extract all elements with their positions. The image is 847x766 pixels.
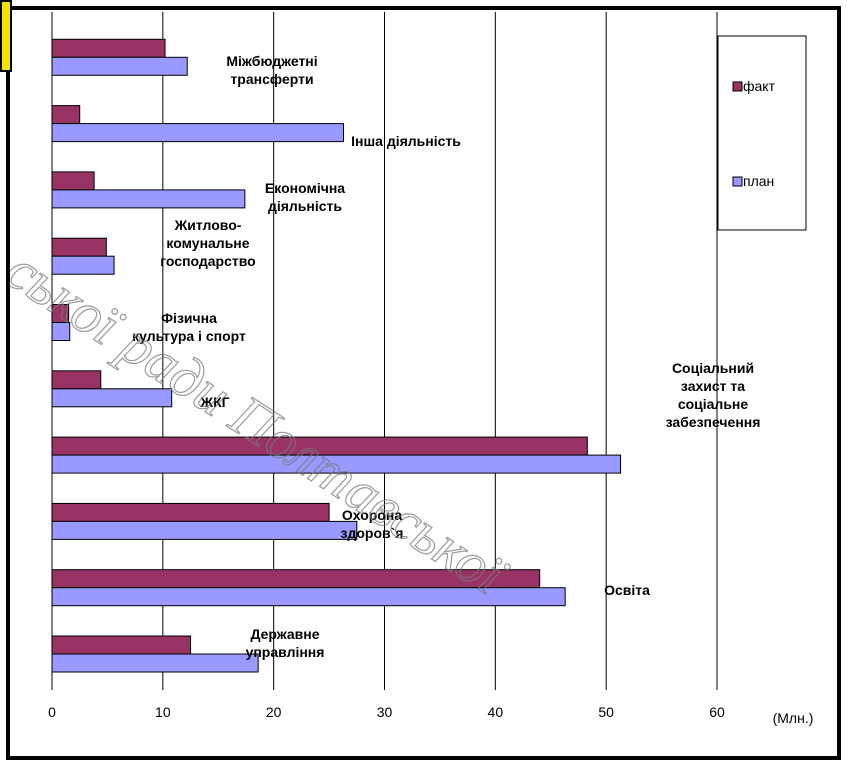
corner-badge bbox=[0, 0, 12, 72]
category-label: ЖКГ bbox=[199, 394, 229, 410]
bar-план-8 bbox=[51, 123, 344, 143]
watermark: ської ради Полтавської bbox=[0, 236, 520, 609]
legend-box bbox=[717, 35, 807, 231]
x-tick-label: 10 bbox=[155, 704, 171, 720]
category-label: Освіта bbox=[604, 582, 650, 598]
category-label: Житлово- bbox=[174, 217, 242, 233]
category-label: соціальне bbox=[678, 396, 749, 412]
category-label: Економічна bbox=[265, 180, 345, 196]
legend-swatch-план bbox=[732, 176, 743, 187]
x-tick-label: 30 bbox=[377, 704, 393, 720]
category-label: здоров`я bbox=[341, 525, 404, 541]
bar-chart: Державне управління Освіта Охорона здоров`я С… bbox=[0, 12, 813, 726]
category-labels: Державне управління Освіта Охорона здоров`я С… bbox=[132, 53, 760, 660]
bar-план-4 bbox=[51, 388, 173, 408]
category-label: забезпечення bbox=[666, 414, 761, 430]
bar-факт-7 bbox=[51, 171, 95, 191]
bar-план-5 bbox=[51, 322, 71, 341]
category-label: Фізична bbox=[161, 310, 217, 326]
bar-план-0 bbox=[51, 653, 259, 673]
x-axis: 0 10 20 30 40 50 60 (Млн.) bbox=[48, 704, 813, 726]
category-label: діяльність bbox=[268, 198, 342, 214]
legend-swatch-факт bbox=[732, 81, 743, 92]
bar-факт-9 bbox=[51, 38, 166, 58]
category-label: комунальне bbox=[166, 235, 249, 251]
x-tick-label: 0 bbox=[48, 704, 56, 720]
chart-frame: Державне управління Освіта Охорона здоров`я С… bbox=[0, 6, 841, 760]
bar-план-2 bbox=[51, 520, 358, 540]
x-tick-label: 40 bbox=[488, 704, 504, 720]
bar-факт-6 bbox=[51, 237, 107, 257]
bars bbox=[51, 38, 622, 673]
category-label: Державне bbox=[250, 626, 319, 642]
bar-план-9 bbox=[51, 56, 188, 76]
x-tick-label: 60 bbox=[709, 704, 725, 720]
x-tick-label: 20 bbox=[266, 704, 282, 720]
category-label: культура і спорт bbox=[132, 328, 246, 344]
category-label: управління bbox=[246, 644, 325, 660]
bar-план-6 bbox=[51, 255, 115, 275]
bar-факт-8 bbox=[51, 105, 81, 125]
category-label: Інша діяльність bbox=[351, 133, 461, 149]
bar-факт-0 bbox=[51, 635, 192, 655]
bar-план-7 bbox=[51, 189, 246, 209]
legend-label-факт: факт bbox=[743, 78, 776, 94]
x-unit-label: (Млн.) bbox=[773, 710, 814, 726]
category-label: захист та bbox=[681, 378, 745, 394]
bar-факт-4 bbox=[51, 370, 102, 390]
category-label: трансферти bbox=[230, 71, 313, 87]
category-label: Міжбюджетні bbox=[226, 53, 317, 69]
category-label: Охорона bbox=[342, 507, 402, 523]
bar-план-1 bbox=[51, 587, 566, 607]
category-label: Соціальний bbox=[672, 360, 754, 376]
watermark-text: ської ради Полтавської bbox=[10, 236, 520, 608]
category-label: господарство bbox=[160, 253, 255, 269]
bar-план-3 bbox=[51, 454, 622, 474]
legend: факт план bbox=[717, 35, 807, 231]
x-tick-label: 50 bbox=[598, 704, 614, 720]
legend-label-план: план bbox=[743, 173, 774, 189]
bar-факт-2 bbox=[51, 502, 330, 522]
